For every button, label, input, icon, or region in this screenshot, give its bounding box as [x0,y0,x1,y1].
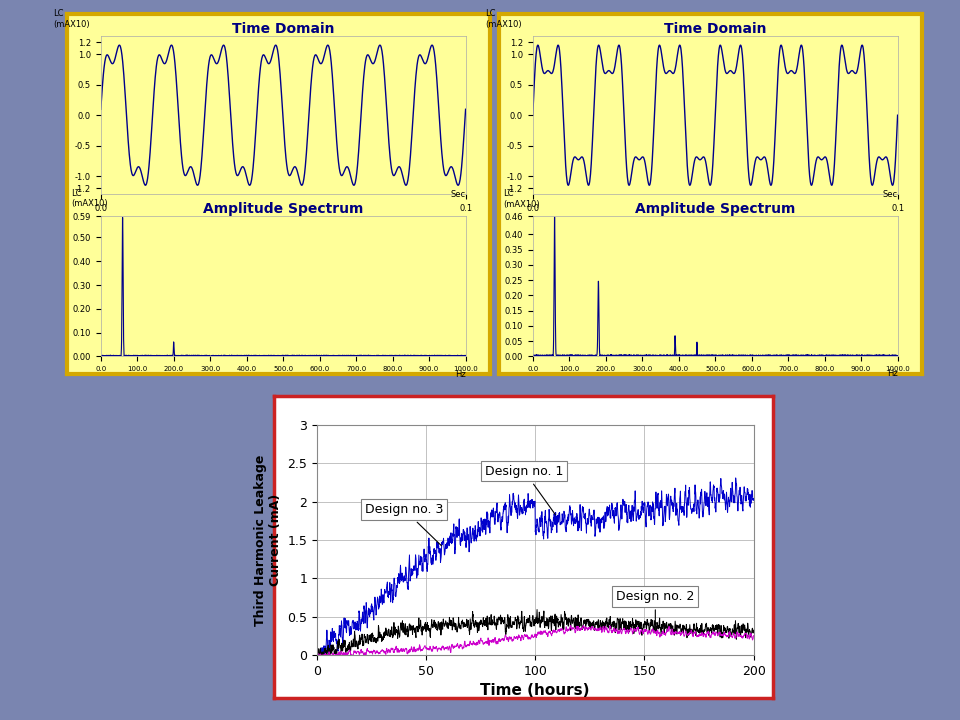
Text: Design no. 2: Design no. 2 [616,590,694,631]
Y-axis label: Third Harmonic Leakage
Current (mA): Third Harmonic Leakage Current (mA) [253,454,281,626]
Text: LC
(mAX10): LC (mAX10) [486,9,522,29]
Text: LC
(mAX10): LC (mAX10) [72,189,108,209]
Text: Design no. 1: Design no. 1 [485,464,564,515]
Text: Hz: Hz [455,369,466,379]
Title: Amplitude Spectrum: Amplitude Spectrum [203,202,364,216]
Text: Design no. 3: Design no. 3 [365,503,444,546]
Text: Sec: Sec [882,191,898,199]
Text: LC
(mAX10): LC (mAX10) [54,9,90,29]
Text: Sec: Sec [450,191,466,199]
X-axis label: Time (hours): Time (hours) [480,683,590,698]
Title: Time Domain: Time Domain [232,22,334,36]
Text: Hz: Hz [887,369,898,378]
Title: Time Domain: Time Domain [664,22,766,36]
Text: LC
(mAX10): LC (mAX10) [504,189,540,209]
Title: Amplitude Spectrum: Amplitude Spectrum [635,202,796,216]
